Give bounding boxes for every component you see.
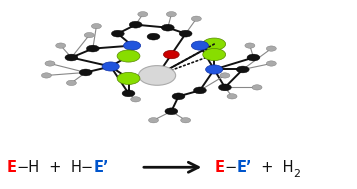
Circle shape: [129, 21, 142, 28]
Text: H−: H−: [70, 160, 93, 175]
Circle shape: [227, 94, 237, 99]
Text: +: +: [40, 160, 70, 175]
Circle shape: [91, 24, 101, 29]
Circle shape: [138, 12, 148, 17]
Circle shape: [124, 41, 141, 50]
Circle shape: [79, 69, 92, 76]
Circle shape: [86, 45, 99, 52]
Circle shape: [131, 97, 141, 102]
Circle shape: [139, 66, 176, 85]
Circle shape: [84, 33, 94, 38]
Circle shape: [191, 16, 201, 21]
Text: −H: −H: [16, 160, 40, 175]
Circle shape: [206, 65, 223, 74]
Circle shape: [66, 80, 76, 86]
Circle shape: [245, 43, 255, 48]
Text: 2: 2: [293, 170, 300, 179]
Circle shape: [220, 73, 230, 78]
Circle shape: [147, 33, 160, 40]
Circle shape: [252, 85, 262, 90]
Circle shape: [117, 72, 140, 84]
Circle shape: [161, 24, 174, 31]
Circle shape: [149, 118, 159, 123]
Circle shape: [165, 108, 178, 115]
Circle shape: [203, 49, 226, 61]
Circle shape: [181, 118, 191, 123]
Circle shape: [65, 54, 78, 61]
Text: E’: E’: [93, 160, 109, 175]
Circle shape: [164, 50, 179, 59]
Circle shape: [191, 41, 208, 50]
Circle shape: [117, 50, 140, 62]
Circle shape: [247, 54, 260, 61]
Text: −: −: [224, 160, 236, 175]
Circle shape: [266, 61, 276, 66]
Circle shape: [102, 62, 119, 71]
Text: E: E: [6, 160, 16, 175]
Circle shape: [41, 73, 51, 78]
Text: E: E: [214, 160, 224, 175]
Circle shape: [56, 43, 66, 48]
Circle shape: [166, 12, 176, 17]
Circle shape: [203, 38, 226, 50]
Circle shape: [236, 66, 249, 73]
Circle shape: [266, 46, 276, 51]
Text: E’: E’: [236, 160, 252, 175]
Circle shape: [45, 61, 55, 66]
Circle shape: [122, 90, 135, 97]
Circle shape: [172, 93, 185, 100]
Text: +  H: + H: [252, 160, 293, 175]
Circle shape: [218, 84, 231, 91]
Circle shape: [193, 87, 206, 94]
Circle shape: [111, 30, 124, 37]
Circle shape: [179, 30, 192, 37]
